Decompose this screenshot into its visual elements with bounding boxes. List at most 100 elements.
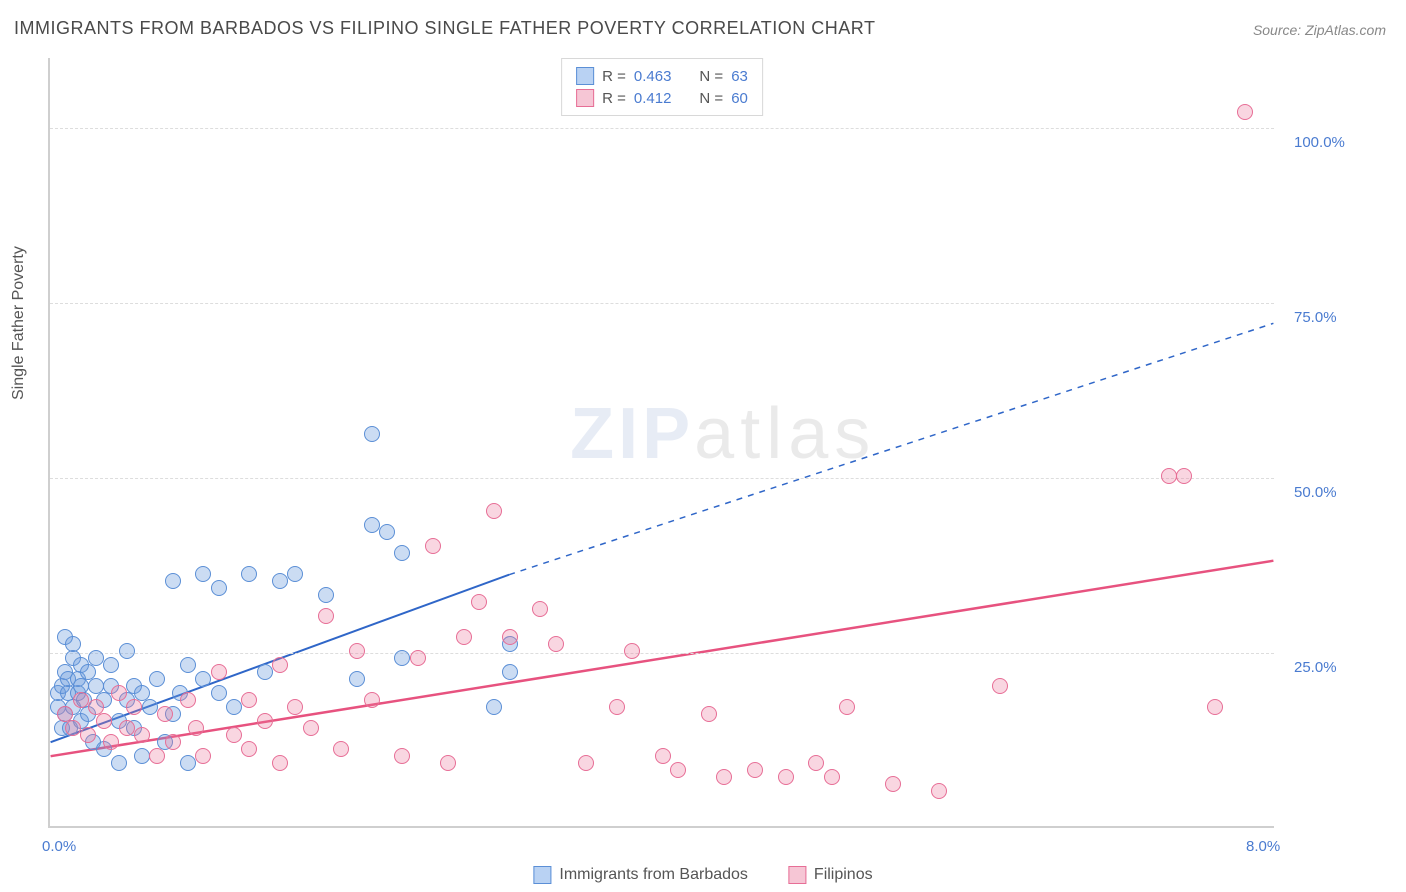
data-point <box>1207 699 1223 715</box>
data-point <box>747 762 763 778</box>
legend-swatch <box>788 866 806 884</box>
data-point <box>440 755 456 771</box>
trend-line-extrapolated <box>509 323 1273 574</box>
data-point <box>226 699 242 715</box>
data-point <box>188 720 204 736</box>
data-point <box>1161 468 1177 484</box>
data-point <box>149 671 165 687</box>
legend-item: Filipinos <box>788 866 873 884</box>
watermark: ZIPatlas <box>570 393 876 475</box>
data-point <box>126 699 142 715</box>
r-value: 0.463 <box>634 68 672 85</box>
legend-swatch <box>576 67 594 85</box>
data-point <box>1176 468 1192 484</box>
data-point <box>670 762 686 778</box>
data-point <box>824 769 840 785</box>
data-point <box>272 573 288 589</box>
n-label: N = <box>699 68 723 85</box>
data-point <box>195 748 211 764</box>
data-point <box>241 741 257 757</box>
stat-row: R = 0.463 N = 63 <box>576 65 748 87</box>
data-point <box>394 545 410 561</box>
data-point <box>65 720 81 736</box>
r-label: R = <box>602 68 626 85</box>
n-label: N = <box>699 90 723 107</box>
data-point <box>111 685 127 701</box>
data-point <box>502 664 518 680</box>
correlation-stats-box: R = 0.463 N = 63R = 0.412 N = 60 <box>561 58 763 116</box>
data-point <box>226 727 242 743</box>
data-point <box>778 769 794 785</box>
data-point <box>486 699 502 715</box>
data-point <box>103 734 119 750</box>
data-point <box>134 748 150 764</box>
data-point <box>1237 104 1253 120</box>
data-point <box>456 629 472 645</box>
data-point <box>701 706 717 722</box>
n-value: 63 <box>731 68 748 85</box>
gridline <box>50 653 1274 654</box>
x-tick-label: 8.0% <box>1246 838 1280 855</box>
data-point <box>149 748 165 764</box>
data-point <box>548 636 564 652</box>
source-prefix: Source: <box>1253 22 1305 38</box>
data-point <box>272 657 288 673</box>
data-point <box>211 580 227 596</box>
data-point <box>364 692 380 708</box>
data-point <box>349 671 365 687</box>
source-attribution: Source: ZipAtlas.com <box>1253 22 1386 38</box>
data-point <box>180 755 196 771</box>
data-point <box>88 650 104 666</box>
data-point <box>96 713 112 729</box>
data-point <box>931 783 947 799</box>
data-point <box>157 706 173 722</box>
data-point <box>103 657 119 673</box>
data-point <box>142 699 158 715</box>
series-legend: Immigrants from Barbados Filipinos <box>533 866 872 884</box>
data-point <box>578 755 594 771</box>
data-point <box>272 755 288 771</box>
data-point <box>241 566 257 582</box>
data-point <box>211 685 227 701</box>
y-tick-label: 75.0% <box>1294 309 1337 326</box>
data-point <box>532 601 548 617</box>
gridline <box>50 303 1274 304</box>
data-point <box>303 720 319 736</box>
data-point <box>992 678 1008 694</box>
watermark-bold: ZIP <box>570 394 694 474</box>
data-point <box>364 426 380 442</box>
source-name: ZipAtlas.com <box>1305 22 1386 38</box>
data-point <box>379 524 395 540</box>
watermark-light: atlas <box>694 394 876 474</box>
n-value: 60 <box>731 90 748 107</box>
y-tick-label: 50.0% <box>1294 484 1337 501</box>
legend-swatch <box>533 866 551 884</box>
data-point <box>119 643 135 659</box>
r-value: 0.412 <box>634 90 672 107</box>
data-point <box>111 755 127 771</box>
data-point <box>165 573 181 589</box>
data-point <box>195 566 211 582</box>
data-point <box>257 713 273 729</box>
data-point <box>80 727 96 743</box>
data-point <box>885 776 901 792</box>
data-point <box>839 699 855 715</box>
data-point <box>180 657 196 673</box>
legend-item: Immigrants from Barbados <box>533 866 748 884</box>
data-point <box>287 566 303 582</box>
data-point <box>211 664 227 680</box>
stat-row: R = 0.412N = 60 <box>576 87 748 109</box>
data-point <box>287 699 303 715</box>
data-point <box>808 755 824 771</box>
data-point <box>394 748 410 764</box>
data-point <box>180 692 196 708</box>
y-tick-label: 100.0% <box>1294 134 1345 151</box>
scatter-chart: ZIPatlas R = 0.463N = 63R = 0.412N = 60 … <box>48 58 1274 828</box>
data-point <box>425 538 441 554</box>
legend-swatch <box>576 89 594 107</box>
data-point <box>609 699 625 715</box>
data-point <box>349 643 365 659</box>
data-point <box>655 748 671 764</box>
data-point <box>73 692 89 708</box>
y-axis-label: Single Father Poverty <box>10 246 28 400</box>
